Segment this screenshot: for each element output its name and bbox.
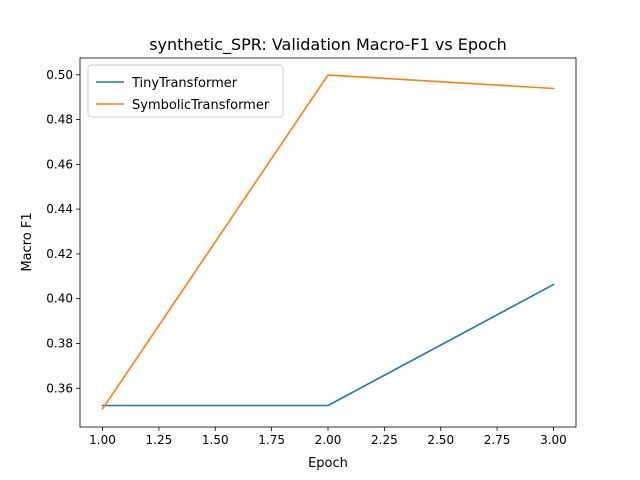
series-line-symbolictransformer bbox=[101, 74, 555, 410]
x-tick-label: 2.00 bbox=[315, 433, 342, 447]
legend-label: TinyTransformer bbox=[131, 76, 238, 91]
y-tick-label: 0.50 bbox=[46, 68, 73, 82]
x-tick-label: 1.75 bbox=[258, 433, 285, 447]
series-line-tinytransformer bbox=[101, 283, 555, 407]
x-tick-label: 2.75 bbox=[484, 433, 511, 447]
x-tick-label: 1.50 bbox=[202, 433, 229, 447]
y-tick-label: 0.44 bbox=[46, 202, 73, 216]
series-layer bbox=[101, 74, 555, 410]
x-tick-label: 3.00 bbox=[540, 433, 567, 447]
x-axis-label: Epoch bbox=[308, 456, 348, 471]
x-tick-label: 1.00 bbox=[89, 433, 116, 447]
y-tick-label: 0.42 bbox=[46, 247, 73, 261]
legend-label: SymbolicTransformer bbox=[132, 98, 270, 113]
y-axis-label: Macro F1 bbox=[20, 212, 35, 271]
y-tick-label: 0.40 bbox=[46, 292, 73, 306]
x-tick-label: 2.50 bbox=[427, 433, 454, 447]
y-tick-label: 0.48 bbox=[46, 113, 73, 127]
y-tick-label: 0.46 bbox=[46, 157, 73, 171]
chart-title: synthetic_SPR: Validation Macro-F1 vs Ep… bbox=[149, 35, 507, 55]
x-tick-label: 1.25 bbox=[146, 433, 173, 447]
legend: TinyTransformer SymbolicTransformer bbox=[87, 64, 284, 118]
y-axis: 0.36 0.38 0.40 0.42 0.44 0.46 0.48 0.50 bbox=[46, 68, 80, 395]
x-tick-label: 2.25 bbox=[371, 433, 398, 447]
x-axis: 1.00 1.25 1.50 1.75 2.00 2.25 2.50 2.75 3.00 bbox=[89, 427, 567, 447]
legend-box bbox=[87, 64, 284, 118]
y-tick-label: 0.38 bbox=[46, 336, 73, 350]
y-tick-label: 0.36 bbox=[46, 381, 73, 395]
